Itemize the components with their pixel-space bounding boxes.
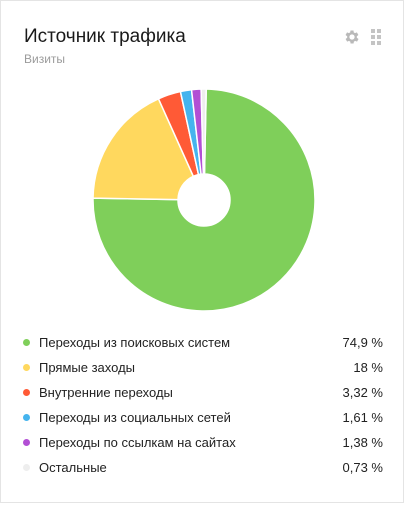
legend-value: 1,38 %	[342, 435, 383, 450]
chart-legend: Переходы из поисковых систем 74,9 % Прямые…	[23, 330, 383, 480]
legend-marker	[23, 414, 30, 421]
legend-label: Внутренние переходы	[39, 385, 173, 400]
legend-marker	[23, 439, 30, 446]
donut-chart	[93, 89, 315, 311]
pie-slice[interactable]	[93, 89, 315, 311]
legend-value: 3,32 %	[342, 385, 383, 400]
widget-header: Источник трафика Визиты	[24, 25, 186, 66]
legend-marker	[23, 339, 30, 346]
pie-slice[interactable]	[93, 97, 195, 201]
legend-value: 18 %	[353, 360, 383, 375]
legend-label: Переходы по ссылкам на сайтах	[39, 435, 236, 450]
legend-marker	[23, 364, 30, 371]
legend-item[interactable]: Остальные 0,73 %	[23, 455, 383, 480]
drag-handle-icon[interactable]	[371, 29, 381, 45]
legend-item[interactable]: Внутренние переходы 3,32 %	[23, 380, 383, 405]
legend-label: Переходы из поисковых систем	[39, 335, 231, 350]
legend-item[interactable]: Переходы по ссылкам на сайтах 1,38 %	[23, 430, 383, 455]
legend-value: 0,73 %	[342, 460, 383, 475]
widget-title: Источник трафика	[24, 26, 186, 47]
widget-tools	[343, 28, 381, 46]
legend-label: Остальные	[39, 460, 107, 475]
legend-item[interactable]: Переходы из социальных сетей 1,61 %	[23, 405, 383, 430]
legend-marker	[23, 464, 30, 471]
legend-label: Переходы из социальных сетей	[39, 410, 231, 425]
legend-value: 1,61 %	[342, 410, 383, 425]
widget-subtitle: Визиты	[24, 52, 66, 66]
legend-item[interactable]: Прямые заходы 18 %	[23, 355, 383, 380]
legend-marker	[23, 389, 30, 396]
pie-slice[interactable]	[200, 89, 207, 175]
gear-icon[interactable]	[343, 28, 361, 46]
legend-label: Прямые заходы	[39, 360, 136, 375]
legend-value: 74,9 %	[342, 335, 383, 350]
legend-item[interactable]: Переходы из поисковых систем 74,9 %	[23, 330, 383, 355]
